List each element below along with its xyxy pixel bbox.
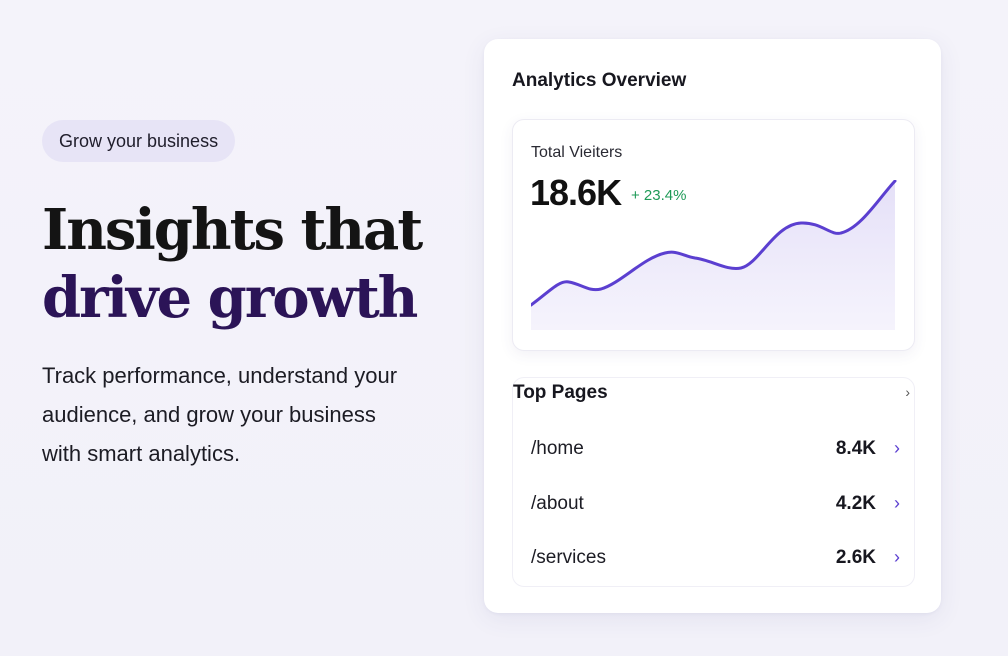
analytics-card: Analytics Overview Total Vieiters 18.6K … — [484, 39, 941, 613]
card-title: Analytics Overview — [512, 70, 687, 91]
top-page-row[interactable]: /services 2.6K › — [531, 543, 906, 573]
headline-line-2: drive growth — [42, 265, 418, 331]
visitors-trend-chart — [531, 180, 897, 330]
visitors-value: 18.6K — [530, 172, 622, 213]
top-page-row[interactable]: /about 4.2K › — [531, 489, 906, 519]
top-pages-panel: Top Pages › /home 8.4K › /about 4.2K › /… — [512, 377, 915, 587]
chevron-right-icon[interactable]: › — [894, 493, 900, 513]
chevron-right-icon[interactable]: › — [894, 547, 900, 567]
trend-line — [531, 180, 897, 307]
visitors-label: Total Vieiters — [531, 144, 623, 161]
page-value: 4.2K — [835, 493, 876, 514]
page-value: 8.4K — [835, 438, 876, 459]
total-visitors-panel: Total Vieiters 18.6K + 23.4% — [512, 119, 915, 351]
trend-area — [531, 181, 895, 330]
visitors-change: + 23.4% — [631, 187, 687, 204]
page-path: /services — [531, 547, 606, 568]
top-page-row[interactable]: /home 8.4K › — [531, 434, 906, 464]
top-pages-title: Top Pages — [513, 382, 608, 403]
hero-description: Track performance, understand your audie… — [42, 363, 398, 466]
hero-headline: Insights that drive growth — [42, 196, 442, 332]
hero-section: Grow your business Insights that drive g… — [42, 120, 442, 473]
headline-line-1: Insights that — [42, 197, 423, 263]
page-path: /about — [531, 493, 584, 514]
page-path: /home — [531, 438, 584, 459]
badge-grow-business: Grow your business — [42, 120, 236, 162]
chevron-right-icon[interactable]: › — [905, 384, 910, 400]
page-value: 2.6K — [835, 547, 876, 568]
chevron-right-icon[interactable]: › — [894, 438, 900, 458]
